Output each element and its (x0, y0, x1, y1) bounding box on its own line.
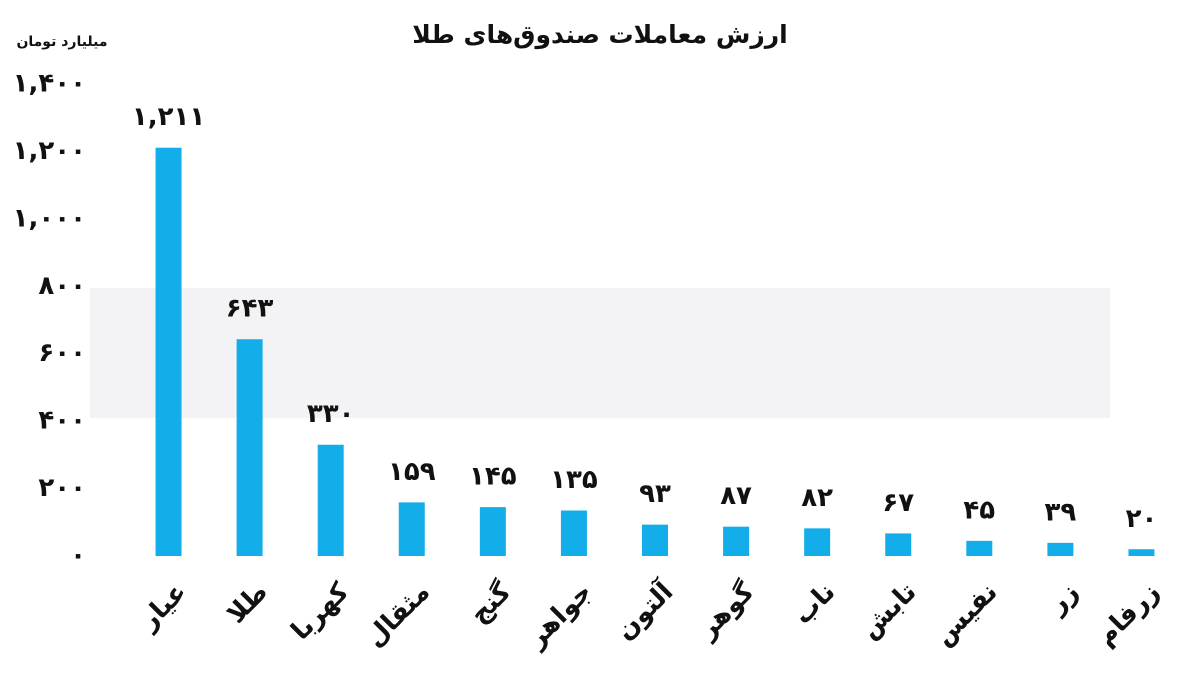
value-label: ۱۴۵ (469, 462, 517, 492)
bar (966, 540, 993, 556)
bar (723, 526, 750, 556)
bar (642, 524, 668, 556)
x-tick-label: زر (1041, 577, 1085, 621)
y-tick-label: ۲۰۰ (38, 473, 86, 503)
y-tick-label: ۶۰۰ (38, 338, 86, 368)
value-label: ۹۳ (639, 479, 671, 509)
x-tick-label: تابش (855, 577, 923, 645)
bar (236, 339, 263, 556)
x-tick-label: آلتون (609, 575, 680, 646)
bar (155, 147, 182, 556)
x-tick-label: طلا (221, 577, 273, 629)
x-tick-label: ناب (788, 577, 841, 630)
bar (398, 502, 425, 556)
x-tick-label: کهربا (286, 576, 356, 646)
chart-title: ارزش معاملات صندوق‌های طلا (412, 20, 787, 50)
value-label: ۳۹ (1045, 497, 1077, 527)
x-tick-label: نفیس (929, 577, 1004, 652)
y-tick-label: ۱,۴۰۰ (13, 69, 86, 99)
value-label: ۱۵۹ (388, 457, 436, 487)
y-tick-label: ۴۰۰ (38, 406, 86, 436)
value-label: ۶۴۳ (226, 294, 274, 324)
x-tick-label: مثقال (360, 577, 436, 653)
bar (885, 533, 912, 556)
bar (479, 507, 506, 556)
value-label: ۴۵ (963, 495, 995, 525)
y-tick-label: ۱,۲۰۰ (13, 136, 86, 166)
bar (317, 444, 344, 556)
value-label: ۱۳۵ (550, 465, 598, 495)
y-tick-label: ۱,۰۰۰ (13, 203, 86, 233)
y-tick-label: ۸۰۰ (38, 271, 86, 301)
x-tick-label: عیار (133, 577, 193, 637)
value-label: ۲۰ (1126, 504, 1158, 534)
value-label: ۸۲ (801, 483, 833, 513)
bar (1128, 549, 1155, 556)
bar (560, 510, 587, 556)
value-label: ۶۷ (882, 488, 914, 518)
x-tick-label: گنج (464, 576, 518, 630)
x-tick-label: زرفام (1091, 577, 1166, 652)
y-tick-label: ۰ (70, 541, 86, 571)
x-tick-label: جواهر (520, 577, 598, 655)
x-tick-label: گوهر (691, 576, 761, 646)
value-label: ۱,۲۱۱ (132, 102, 205, 132)
bar (1047, 542, 1074, 556)
value-label: ۸۷ (720, 481, 752, 511)
bar (804, 528, 831, 556)
y-axis-label: میلیارد تومان (16, 34, 107, 50)
value-label: ۳۳۰ (307, 399, 355, 429)
